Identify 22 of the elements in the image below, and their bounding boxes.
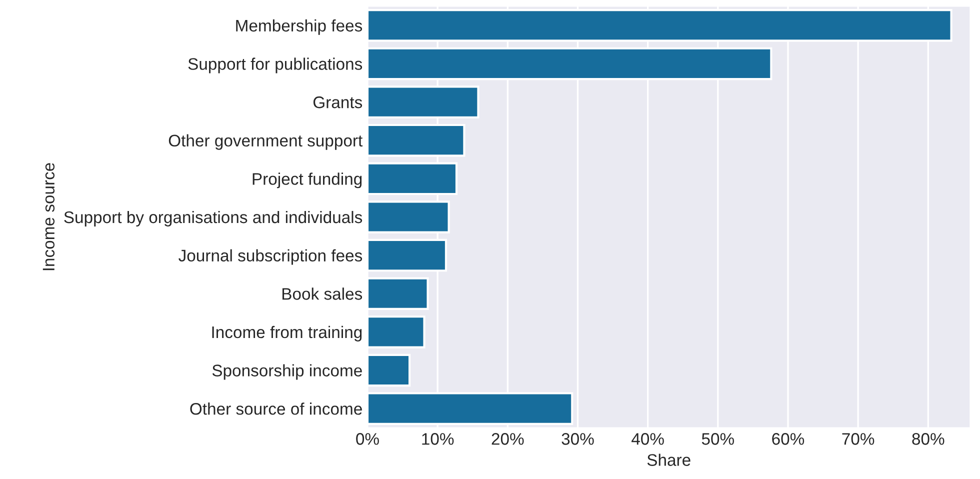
y-tick-label: Support for publications xyxy=(188,58,362,74)
y-tick-label: Other government support xyxy=(168,134,363,150)
y-axis-title: Income source xyxy=(42,163,55,270)
y-tick-label: Other source of income xyxy=(190,402,362,415)
x-tick-label: 30% xyxy=(562,433,594,445)
x-tick-label: 80% xyxy=(912,433,944,445)
x-tick-label: 20% xyxy=(492,433,524,445)
y-tick-label: Journal subscription fees xyxy=(178,249,362,265)
x-tick-label: 70% xyxy=(842,433,874,445)
y-tick-label: Project funding xyxy=(252,172,362,188)
x-tick-label: 0% xyxy=(356,433,379,445)
y-tick-label: Support by organisations and individuals xyxy=(64,210,362,226)
y-tick-label: Income from training xyxy=(212,326,362,342)
x-axis-title: Share xyxy=(647,454,690,466)
y-tick-label: Membership fees xyxy=(236,19,362,35)
y-tick-label: Sponsorship income xyxy=(212,364,362,380)
x-tick-label: 60% xyxy=(772,433,804,445)
x-tick-label: 10% xyxy=(422,433,454,445)
y-tick-label: Grants xyxy=(313,96,362,108)
y-tick-label: Book sales xyxy=(282,288,362,300)
x-tick-label: 50% xyxy=(702,433,734,445)
x-tick-label: 40% xyxy=(632,433,664,445)
